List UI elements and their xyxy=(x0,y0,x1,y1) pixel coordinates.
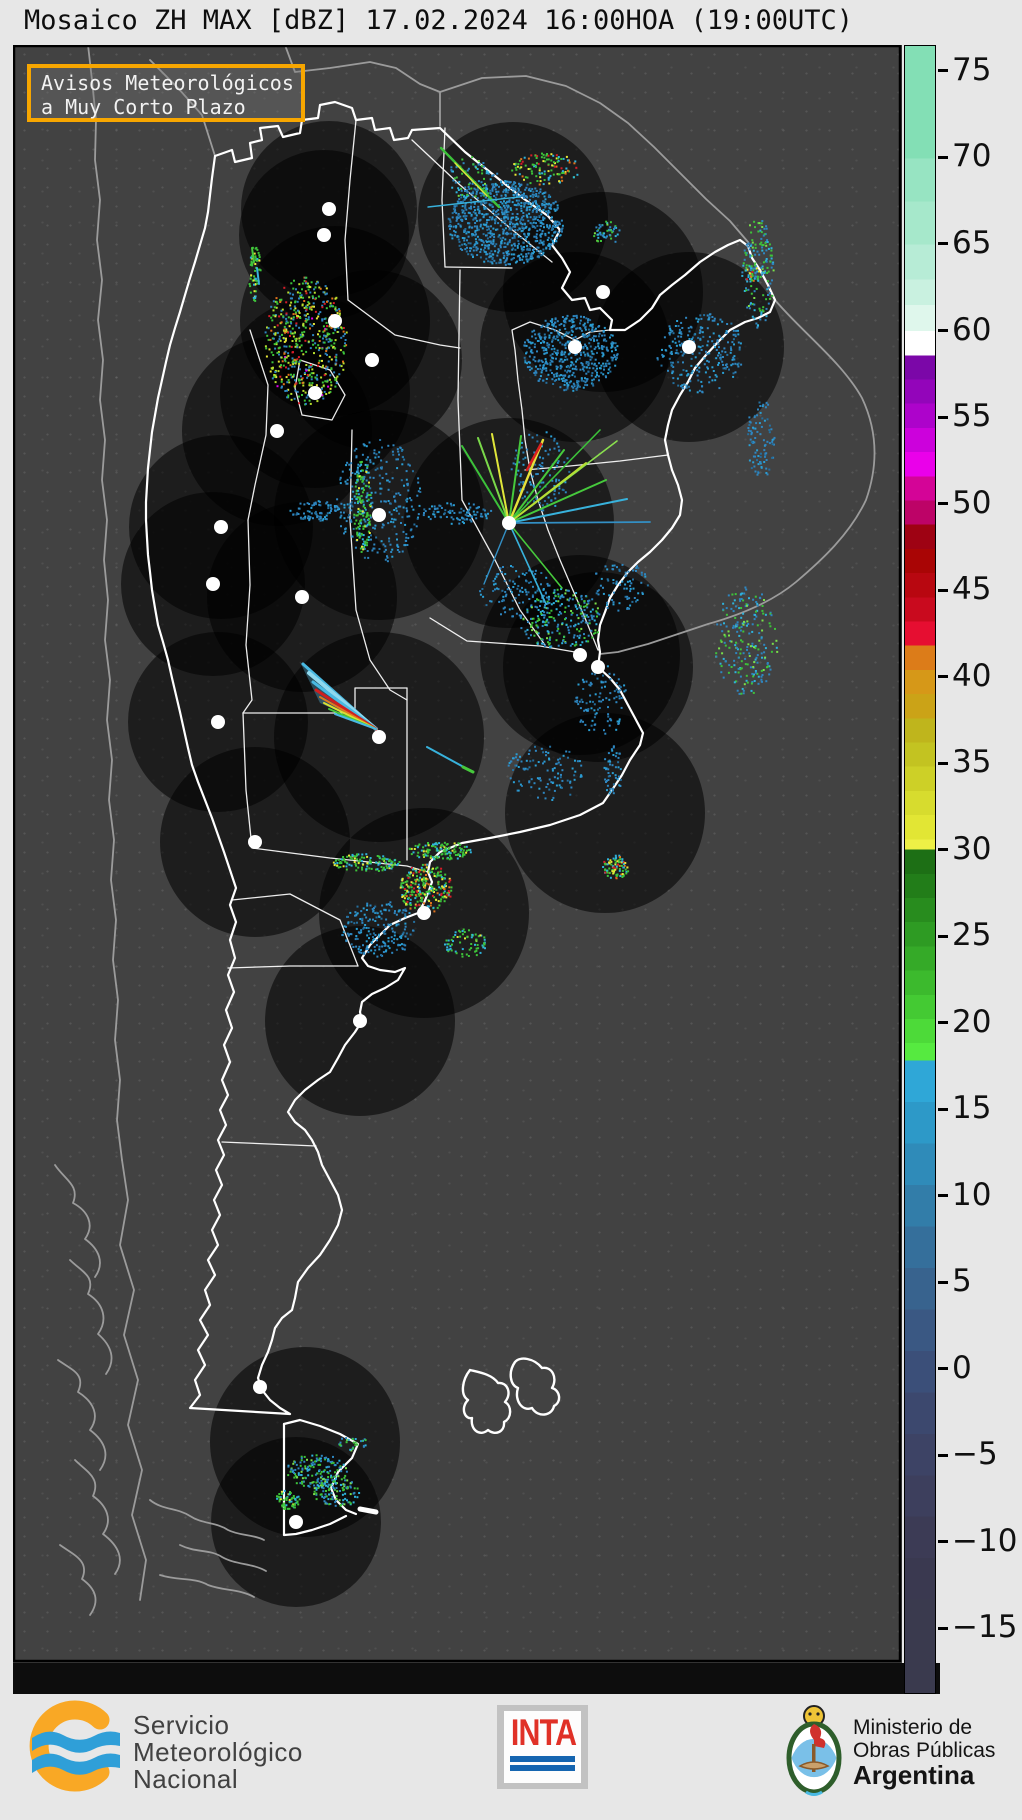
colorbar-tick-label: 60 xyxy=(952,312,1022,348)
colorbar-tick-label: −10 xyxy=(952,1523,1022,1559)
warning-line-1: Avisos Meteorológicos xyxy=(41,71,301,95)
smn-line-2: Meteorológico xyxy=(133,1739,303,1766)
colorbar-tick-label: 30 xyxy=(952,831,1022,867)
colorbar-tick-label: 45 xyxy=(952,571,1022,607)
radar-map xyxy=(13,45,902,1663)
ministry-line-3: Argentina xyxy=(853,1764,995,1787)
colorbar-tick xyxy=(938,762,948,765)
argentina-map-svg xyxy=(13,45,902,1663)
ministry-line-1: Ministerio de xyxy=(853,1716,995,1739)
colorbar-tick xyxy=(938,1108,948,1111)
smn-line-3: Nacional xyxy=(133,1766,303,1793)
colorbar-tick-label: 20 xyxy=(952,1004,1022,1040)
colorbar-tick xyxy=(938,329,948,332)
footer: Servicio Meteorológico Nacional INTA Min… xyxy=(0,1694,1022,1820)
colorbar-tick-label: 5 xyxy=(952,1263,1022,1299)
colorbar-tick-label: 50 xyxy=(952,485,1022,521)
colorbar-tick-label: 10 xyxy=(952,1177,1022,1213)
colorbar-tick xyxy=(938,502,948,505)
warning-box: Avisos Meteorológicos a Muy Corto Plazo xyxy=(27,64,305,122)
colorbar-tick xyxy=(938,935,948,938)
colorbar-tick xyxy=(938,156,948,159)
colorbar-tick xyxy=(938,69,948,72)
colorbar-tick xyxy=(938,675,948,678)
colorbar-tick xyxy=(938,1281,948,1284)
colorbar-tick-label: 35 xyxy=(952,744,1022,780)
colorbar-tick xyxy=(938,242,948,245)
colorbar-tick xyxy=(938,1627,948,1630)
colorbar-tick-label: 75 xyxy=(952,52,1022,88)
colorbar-tick-label: 15 xyxy=(952,1090,1022,1126)
colorbar-tick-label: −5 xyxy=(952,1436,1022,1472)
colorbar-tick-label: 0 xyxy=(952,1350,1022,1386)
colorbar-tick-label: 70 xyxy=(952,138,1022,174)
colorbar-tick xyxy=(938,1540,948,1543)
colorbar-tick xyxy=(938,1021,948,1024)
inta-wordmark: INTA xyxy=(511,1713,574,1753)
inta-logo: INTA xyxy=(497,1705,588,1789)
colorbar-tick-label: 65 xyxy=(952,225,1022,261)
inta-bar-1 xyxy=(510,1756,575,1762)
ministry-line-2: Obras Públicas xyxy=(853,1739,995,1762)
radar-mosaic-figure: Mosaico ZH MAX [dBZ] 17.02.2024 16:00HOA… xyxy=(0,0,1022,1820)
bottom-black-strip xyxy=(13,1663,940,1694)
argentina-coat-of-arms-icon xyxy=(782,1700,846,1804)
warning-line-2: a Muy Corto Plazo xyxy=(41,95,301,119)
colorbar-tick xyxy=(938,1454,948,1457)
colorbar-tick xyxy=(938,416,948,419)
colorbar-tick xyxy=(938,589,948,592)
smn-line-1: Servicio xyxy=(133,1712,303,1739)
inta-bar-2 xyxy=(510,1765,575,1771)
colorbar-tick xyxy=(938,1194,948,1197)
colorbar-tick-label: 40 xyxy=(952,658,1022,694)
ministry-wordmark: Ministerio de Obras Públicas Argentina xyxy=(853,1716,995,1787)
smn-logo-icon xyxy=(18,1698,130,1798)
colorbar-tick xyxy=(938,848,948,851)
colorbar-gradient xyxy=(904,45,936,1694)
page-title: Mosaico ZH MAX [dBZ] 17.02.2024 16:00HOA… xyxy=(24,5,1004,36)
colorbar-tick-label: 55 xyxy=(952,398,1022,434)
smn-wordmark: Servicio Meteorológico Nacional xyxy=(133,1712,303,1793)
colorbar-tick-label: −15 xyxy=(952,1609,1022,1645)
colorbar-tick xyxy=(938,1367,948,1370)
colorbar-tick-label: 25 xyxy=(952,917,1022,953)
